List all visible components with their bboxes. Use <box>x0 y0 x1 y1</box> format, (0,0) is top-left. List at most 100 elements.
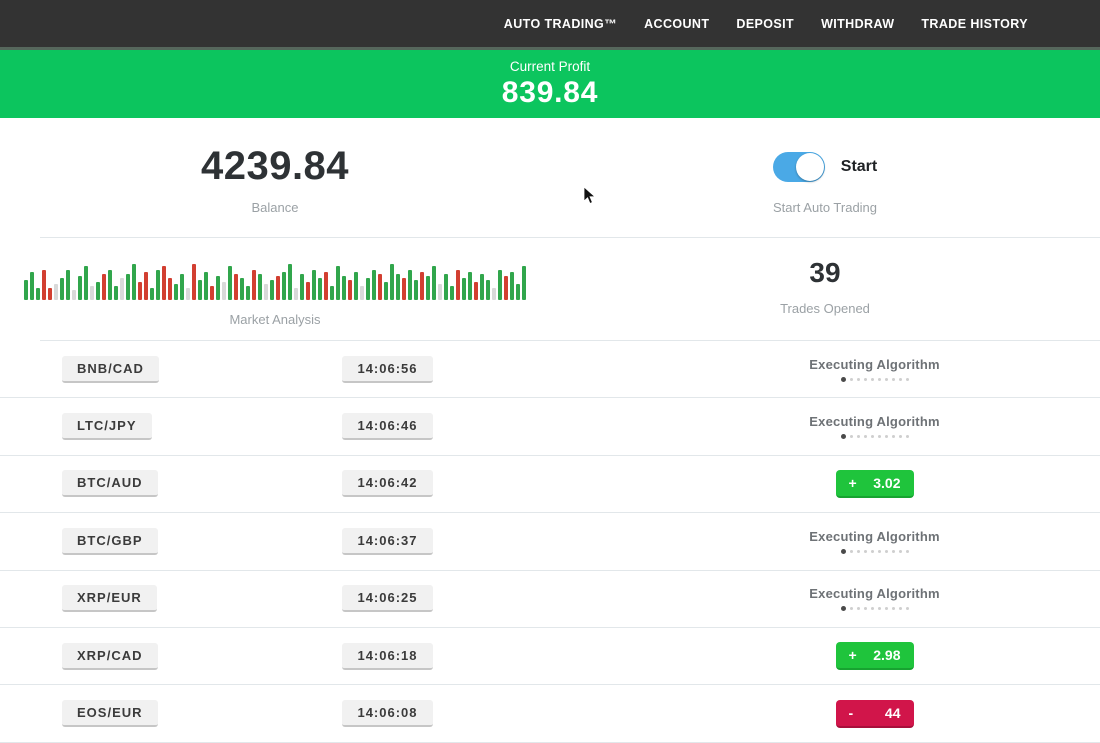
badge-value: 2.98 <box>873 647 901 664</box>
market-bar <box>60 278 64 300</box>
market-bar <box>162 266 166 300</box>
profit-badge: +3.02 <box>835 469 914 498</box>
market-bar <box>378 274 382 300</box>
market-bar <box>510 272 514 300</box>
market-bar <box>54 284 58 300</box>
market-bar <box>456 270 460 300</box>
market-bar <box>90 286 94 300</box>
market-analysis-chart <box>24 260 526 300</box>
executing-label: Executing Algorithm <box>809 586 940 602</box>
nav-item[interactable]: TRADE HISTORY <box>921 16 1028 31</box>
market-bar <box>102 274 106 300</box>
progress-dot <box>856 377 860 381</box>
executing-label: Executing Algorithm <box>809 528 940 544</box>
pair-chip[interactable]: EOS/EUR <box>62 700 158 728</box>
market-bar <box>480 274 484 300</box>
progress-dot <box>905 607 909 611</box>
market-bar <box>438 284 442 300</box>
pair-chip[interactable]: BTC/GBP <box>62 527 158 555</box>
market-bar <box>192 264 196 300</box>
progress-dot <box>891 607 895 611</box>
auto-trading-toggle[interactable] <box>772 152 825 182</box>
progress-dots <box>840 434 909 440</box>
market-bar <box>414 280 418 300</box>
badge-value: 44 <box>884 704 901 721</box>
progress-dot <box>884 377 888 381</box>
progress-dot <box>840 376 846 382</box>
executing-label: Executing Algorithm <box>809 414 940 430</box>
pair-chip[interactable]: XRP/EUR <box>62 585 157 613</box>
pair-chip[interactable]: LTC/JPY <box>62 413 152 441</box>
market-bar <box>222 282 226 300</box>
market-bar <box>390 264 394 300</box>
progress-dots <box>840 376 909 382</box>
market-bar <box>138 282 142 300</box>
time-chip[interactable]: 14:06:42 <box>342 470 433 498</box>
profit-banner-value: 839.84 <box>501 75 599 109</box>
market-bar <box>144 272 148 300</box>
progress-dot <box>870 435 874 439</box>
time-chip[interactable]: 14:06:18 <box>342 642 433 670</box>
nav-item[interactable]: AUTO TRADING™ <box>503 16 618 31</box>
market-bar <box>384 282 388 300</box>
nav-item[interactable]: DEPOSIT <box>736 16 795 31</box>
market-bar <box>492 288 496 300</box>
market-bar <box>348 280 352 300</box>
market-bar <box>186 288 190 300</box>
market-bar <box>294 288 298 300</box>
progress-dot <box>856 549 860 553</box>
loss-badge: - 44 <box>835 699 914 728</box>
market-bar <box>342 276 346 300</box>
stats-top-row: 4239.84 Balance Start Start Auto Trading <box>0 118 1100 237</box>
top-nav: AUTO TRADING™ ACCOUNT DEPOSIT WITHDRAW TRADE… <box>0 0 1100 47</box>
trade-row: XRP/CAD 14:06:18 +2.98 <box>0 628 1100 686</box>
pair-chip[interactable]: BTC/AUD <box>62 470 158 498</box>
market-bar <box>168 278 172 300</box>
time-chip[interactable]: 14:06:46 <box>342 413 433 441</box>
progress-dot <box>840 548 846 554</box>
progress-dot <box>863 435 867 439</box>
progress-dot <box>884 435 888 439</box>
market-bar <box>210 286 214 300</box>
trades-opened-stat: 39 Trades Opened <box>550 254 1100 340</box>
progress-dot <box>840 434 846 440</box>
progress-dot <box>849 549 853 553</box>
time-chip[interactable]: 14:06:56 <box>342 355 433 383</box>
pair-chip[interactable]: BNB/CAD <box>62 355 159 383</box>
progress-dot <box>891 435 895 439</box>
time-chip[interactable]: 14:06:37 <box>342 527 433 555</box>
auto-trading-caption: Start Auto Trading <box>772 200 878 215</box>
progress-dot <box>877 435 881 439</box>
market-bar <box>486 280 490 300</box>
balance-stat: 4239.84 Balance <box>0 144 550 237</box>
divider <box>40 340 1100 341</box>
market-bar <box>468 272 472 300</box>
market-analysis-label: Market Analysis <box>229 312 321 327</box>
pair-chip[interactable]: XRP/CAD <box>62 642 158 670</box>
progress-dot <box>884 607 888 611</box>
nav-item[interactable]: ACCOUNT <box>644 16 710 31</box>
market-bar <box>366 278 370 300</box>
market-bar <box>288 264 292 300</box>
toggle-label: Start <box>840 158 878 175</box>
progress-dot <box>849 607 853 611</box>
badge-sign: - <box>848 704 854 721</box>
market-bar <box>402 278 406 300</box>
progress-dot <box>863 607 867 611</box>
market-bar <box>498 270 502 300</box>
trades-opened-value: 39 <box>809 257 841 288</box>
market-bar <box>444 274 448 300</box>
time-chip[interactable]: 14:06:25 <box>342 585 433 613</box>
market-bar <box>132 264 136 300</box>
market-bar <box>300 274 304 300</box>
status-executing: Executing Algorithm <box>809 586 940 612</box>
divider <box>40 237 1100 238</box>
trade-row: LTC/JPY 14:06:46 Executing Algorithm <box>0 398 1100 456</box>
market-bar <box>30 272 34 300</box>
progress-dot <box>870 607 874 611</box>
market-bar <box>198 280 202 300</box>
time-chip[interactable]: 14:06:08 <box>342 700 433 728</box>
balance-label: Balance <box>251 200 299 215</box>
nav-item[interactable]: WITHDRAW <box>821 16 895 31</box>
status-executing: Executing Algorithm <box>809 414 940 440</box>
